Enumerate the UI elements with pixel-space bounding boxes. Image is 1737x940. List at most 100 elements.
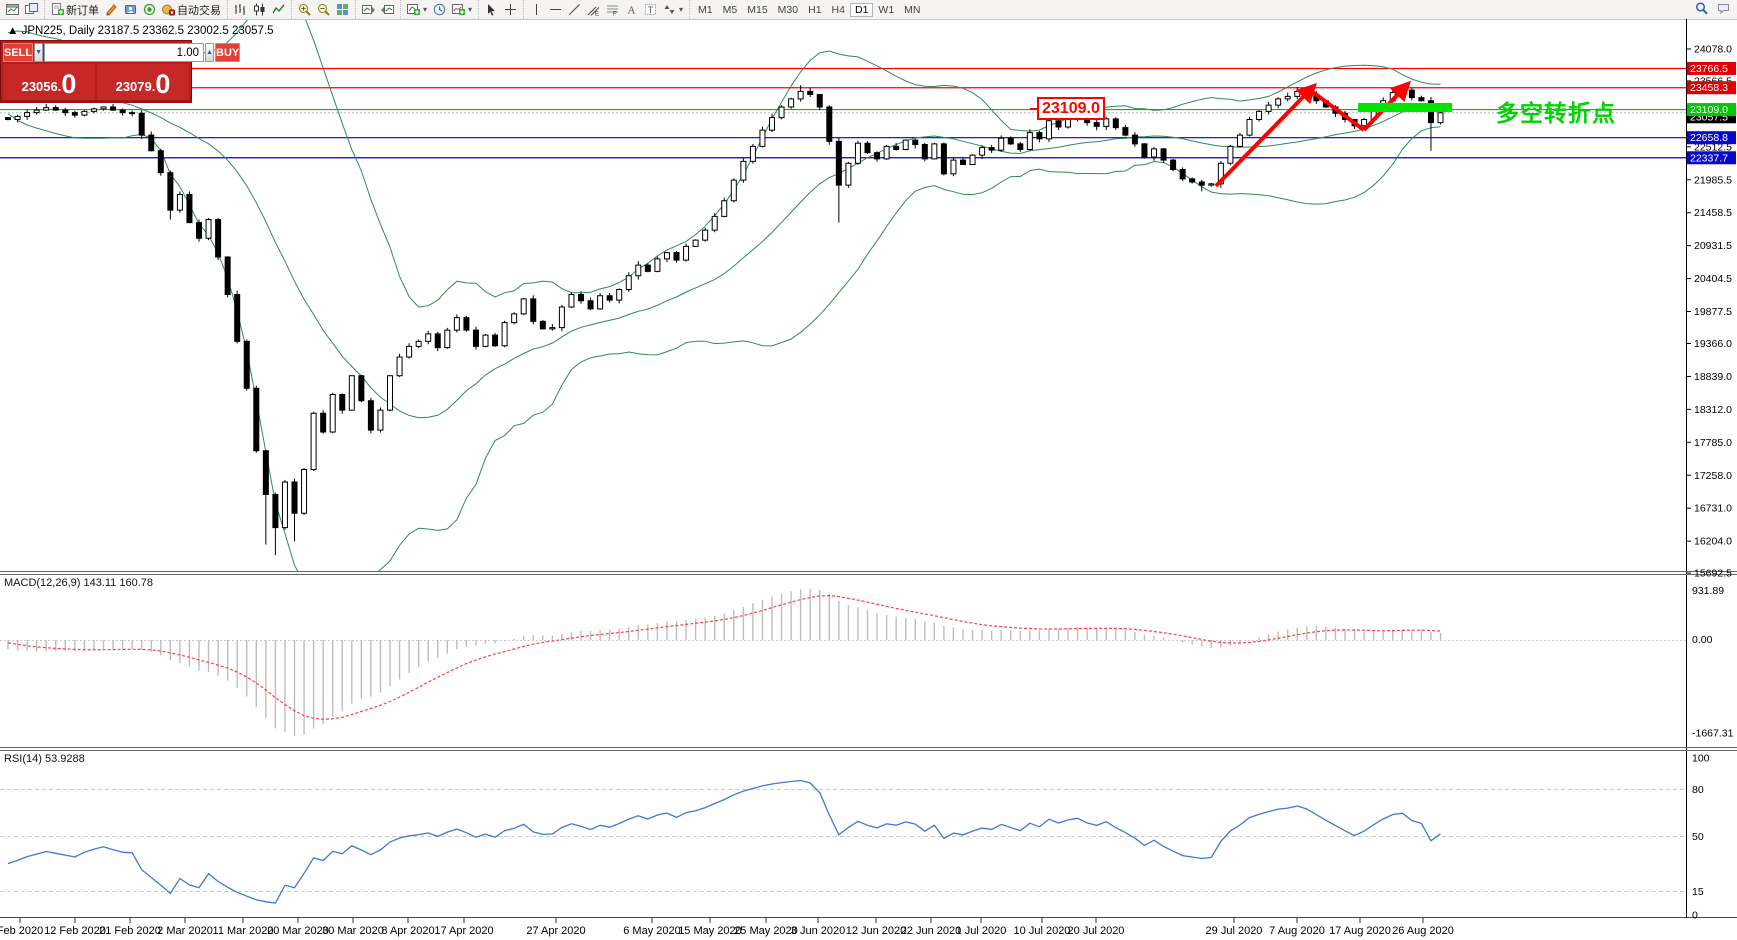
candle-body-bull[interactable] — [778, 106, 785, 119]
market-icon[interactable] — [121, 2, 140, 17]
candle-body-bear[interactable] — [1112, 118, 1119, 129]
candle-body-bear[interactable] — [5, 117, 11, 120]
candle-body-bull[interactable] — [501, 322, 508, 347]
candle-body-bear[interactable] — [272, 494, 279, 529]
candle-body-bear[interactable] — [960, 159, 966, 165]
candle-body-bear[interactable] — [644, 264, 651, 272]
zigzag-down-segment[interactable] — [1308, 88, 1366, 132]
candle-body-bull[interactable] — [730, 179, 737, 202]
candle-body-bull[interactable] — [310, 412, 317, 470]
candle-body-bear[interactable] — [339, 394, 346, 411]
candle-body-bull[interactable] — [90, 108, 97, 112]
candle-body-bull[interactable] — [979, 147, 986, 156]
candle-body-bull[interactable] — [740, 160, 747, 181]
candle-body-bear[interactable] — [826, 106, 833, 142]
candle-body-bull[interactable] — [1151, 148, 1157, 158]
candle-body-bull[interactable] — [301, 469, 308, 514]
candle-body-bull[interactable] — [348, 375, 355, 411]
timeframe-D1[interactable]: D1 — [849, 2, 874, 17]
candle-body-bull[interactable] — [721, 200, 728, 217]
crosshair-tool-button[interactable] — [501, 2, 520, 17]
candle-body-bull[interactable] — [558, 306, 565, 329]
timeframe-M1[interactable]: M1 — [698, 3, 713, 16]
candle-body-bull[interactable] — [415, 340, 422, 347]
candle-body-bear[interactable] — [367, 400, 374, 431]
buy-price-display[interactable]: 23079. 0 — [97, 64, 189, 100]
candle-body-bull[interactable] — [635, 264, 642, 277]
candle-body-bull[interactable] — [969, 154, 976, 165]
candle-body-bull[interactable] — [1246, 119, 1253, 136]
candle-body-bear[interactable] — [138, 112, 145, 136]
timeframe-M15[interactable]: M15 — [747, 3, 768, 16]
candle-body-bear[interactable] — [157, 150, 164, 174]
cursor-tool-button[interactable] — [482, 2, 501, 17]
candle-body-bull[interactable] — [176, 194, 183, 211]
fibonacci-tool[interactable]: F — [603, 2, 622, 17]
trendline-tool[interactable] — [565, 2, 584, 17]
date-tick-label[interactable]: 12 Feb 2020 — [44, 925, 106, 937]
lot-decrease-button[interactable]: ▼ — [34, 43, 44, 62]
date-tick-label[interactable]: 21 Feb 2020 — [99, 925, 161, 937]
candle-body-bear[interactable] — [1036, 132, 1043, 140]
candle-body-bull[interactable] — [1065, 119, 1072, 128]
new-chart-button[interactable]: ▾ — [404, 2, 430, 17]
indicators-button[interactable]: ▾ — [449, 2, 475, 17]
candle-body-bear[interactable] — [578, 294, 584, 302]
candle-body-bull[interactable] — [1208, 183, 1215, 186]
candle-body-bull[interactable] — [14, 115, 21, 120]
candle-body-bull[interactable] — [883, 145, 890, 160]
candle-body-bear[interactable] — [129, 112, 136, 115]
date-tick-label[interactable]: 7 Aug 2020 — [1269, 925, 1325, 937]
candle-body-bear[interactable] — [874, 152, 881, 160]
candle-body-bear[interactable] — [1122, 127, 1129, 136]
candle-body-bull[interactable] — [205, 219, 212, 239]
candle-body-bear[interactable] — [1131, 134, 1138, 145]
candle-body-bull[interactable] — [81, 110, 88, 116]
date-tick-label[interactable]: 11 Mar 2020 — [213, 925, 274, 937]
candle-body-bull[interactable] — [1256, 110, 1263, 120]
candle-body-bull[interactable] — [1026, 132, 1033, 150]
date-tick-label[interactable]: 6 May 2020 — [623, 925, 680, 937]
candle-body-bear[interactable] — [587, 300, 594, 310]
sell-button[interactable]: SELL — [3, 43, 34, 62]
candle-body-bear[interactable] — [167, 172, 174, 211]
vertical-line-tool[interactable] — [527, 2, 546, 17]
chat-icon[interactable] — [1716, 2, 1731, 18]
tile-windows-button[interactable] — [333, 2, 352, 17]
candle-body-bull[interactable] — [769, 117, 775, 131]
date-tick-label[interactable]: 2 Mar 2020 — [157, 925, 213, 937]
date-tick-label[interactable]: Feb 2020 — [0, 925, 43, 937]
candle-body-bull[interactable] — [654, 258, 661, 272]
lot-increase-button[interactable]: ▲ — [205, 43, 214, 62]
candle-body-bear[interactable] — [807, 90, 814, 95]
date-tick-label[interactable]: 30 Mar 2020 — [322, 925, 384, 937]
candle-body-bear[interactable] — [110, 106, 117, 111]
candle-body-bear[interactable] — [893, 145, 900, 150]
arrange-charts-button[interactable] — [359, 2, 378, 17]
candle-body-bull[interactable] — [425, 333, 432, 342]
date-tick-label[interactable]: 20 Jul 2020 — [1068, 925, 1125, 937]
collapse-triangle-icon[interactable]: ▲ — [7, 25, 19, 37]
candle-body-bull[interactable] — [444, 329, 451, 349]
candle-body-bear[interactable] — [52, 107, 59, 111]
candle-body-bear[interactable] — [988, 147, 995, 151]
candle-body-bull[interactable] — [683, 245, 690, 261]
candle-body-bull[interactable] — [692, 239, 699, 247]
date-tick-label[interactable]: 10 Jul 2020 — [1014, 925, 1071, 937]
zoom-out-button[interactable] — [314, 2, 333, 17]
turning-point-annotation[interactable]: 多空转折点 — [1496, 100, 1616, 126]
candle-body-bull[interactable] — [43, 107, 50, 111]
text-label-tool[interactable]: T — [641, 2, 660, 17]
timeframe-H4[interactable]: H4 — [831, 3, 845, 16]
new-order-button[interactable]: 新订单 — [48, 1, 102, 19]
candle-body-bull[interactable] — [329, 394, 336, 433]
metaeditor-icon[interactable] — [102, 2, 121, 17]
candle-body-bear[interactable] — [434, 333, 441, 349]
candle-body-bear[interactable] — [148, 134, 155, 152]
candle-body-bull[interactable] — [998, 137, 1005, 151]
date-tick-label[interactable]: 1 Jul 2020 — [956, 925, 1007, 937]
candle-body-bear[interactable] — [1093, 122, 1100, 127]
candle-body-bull[interactable] — [1275, 98, 1282, 106]
candle-body-bear[interactable] — [912, 139, 919, 145]
candle-body-bear[interactable] — [1189, 178, 1196, 183]
